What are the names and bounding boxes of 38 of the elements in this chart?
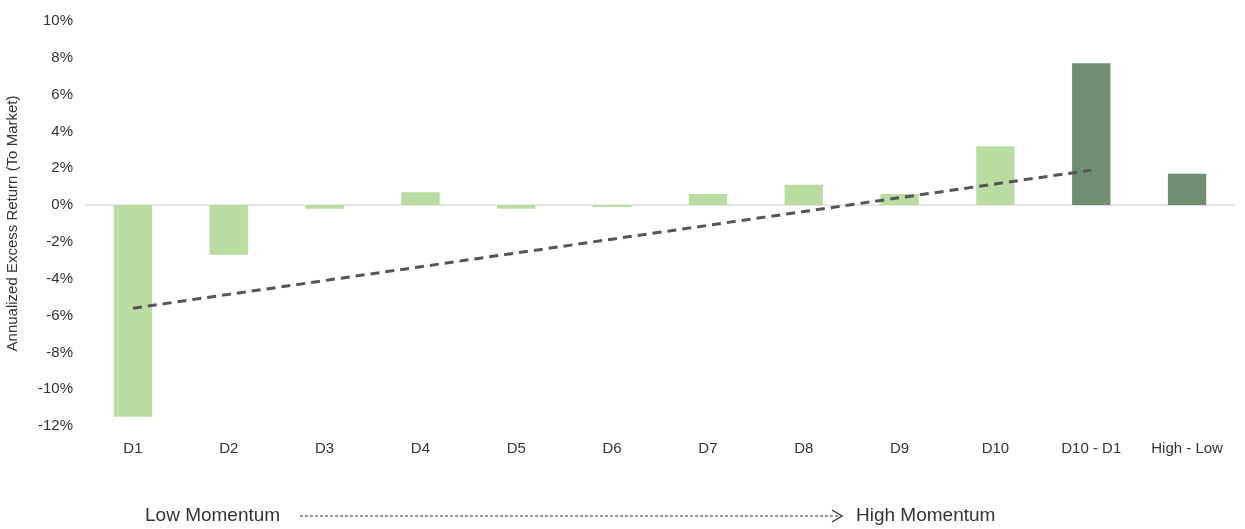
x-tick-label: D10 - D1: [1061, 439, 1122, 457]
text: High Momentum: [856, 504, 996, 526]
x-tick-label: D10: [981, 439, 1010, 457]
bar: [784, 184, 823, 206]
y-tick-label: 10%: [42, 11, 74, 29]
y-tick-label: 8%: [51, 47, 74, 65]
y-tick-label: 0%: [51, 195, 74, 213]
x-tick-label: D8: [794, 439, 814, 457]
y-tick-label: -10%: [37, 379, 74, 397]
x-tick-label: D3: [315, 439, 335, 457]
bar: [209, 205, 248, 255]
y-tick-label: -8%: [46, 342, 74, 360]
x-tick-label: D9: [889, 439, 910, 457]
y-tick-label: -4%: [46, 268, 74, 286]
x-tick-label: D1: [123, 439, 143, 457]
bar: [1167, 173, 1207, 206]
bar: [401, 192, 440, 206]
y-tick-label: -6%: [46, 305, 74, 323]
x-tick-label: D6: [602, 439, 622, 457]
y-tick-label: -12%: [37, 416, 74, 434]
text: Low Momentum: [145, 504, 281, 526]
bar: [113, 205, 153, 417]
bar: [497, 205, 536, 209]
bar: [976, 146, 1015, 206]
x-tick-label: High - Low: [1151, 439, 1224, 457]
bar: [1072, 63, 1111, 206]
line-series: [131, 168, 1093, 310]
y-axis-title: Annualized Excess Return (To Market): [3, 95, 21, 352]
y-tick-label: 6%: [51, 84, 74, 102]
y-tick-label: 4%: [51, 121, 74, 139]
x-tick-label: D7: [698, 439, 718, 457]
x-tick-label: D4: [410, 439, 431, 457]
x-tick-label: D5: [506, 439, 526, 457]
bar: [305, 205, 344, 209]
y-tick-label: -2%: [46, 232, 74, 250]
x-tick-label: D2: [219, 439, 239, 457]
bar: [688, 194, 728, 206]
y-tick-label: 2%: [51, 158, 74, 176]
